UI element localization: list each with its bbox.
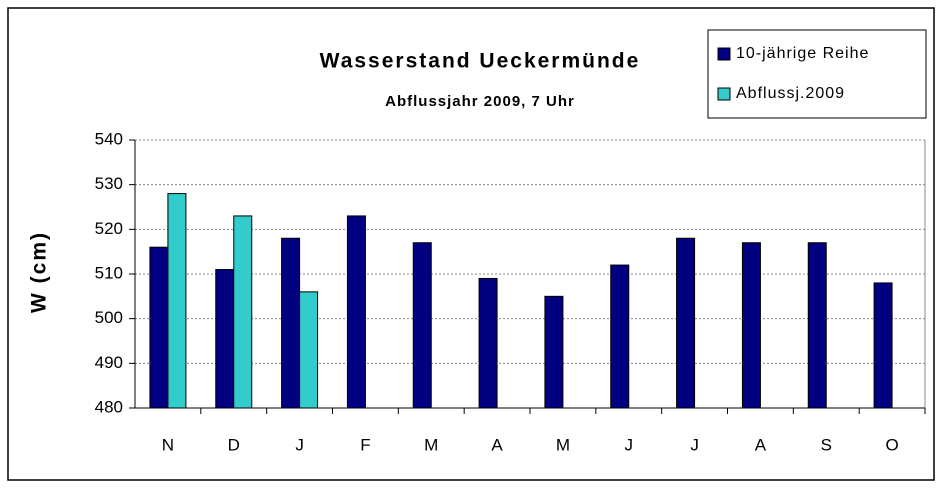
x-tick-label: S bbox=[821, 435, 832, 454]
y-tick-label: 510 bbox=[95, 263, 123, 282]
y-axis-label: W (cm) bbox=[28, 231, 51, 313]
bar bbox=[544, 295, 564, 409]
y-tick-label: 520 bbox=[95, 219, 123, 238]
bar bbox=[412, 242, 432, 409]
chart-subtitle: Abflussjahr 2009, 7 Uhr bbox=[385, 93, 575, 110]
x-tick-label: J bbox=[295, 435, 304, 454]
x-tick-label: J bbox=[690, 435, 699, 454]
bar bbox=[215, 269, 235, 409]
x-tick-label: O bbox=[885, 435, 898, 454]
legend-label: Abflussj.2009 bbox=[736, 85, 845, 102]
bar bbox=[741, 242, 761, 409]
y-tick-label: 490 bbox=[95, 353, 123, 372]
y-tick-label: 530 bbox=[95, 174, 123, 193]
legend-box bbox=[707, 29, 927, 119]
bar bbox=[281, 237, 301, 409]
bar bbox=[676, 237, 696, 409]
bar bbox=[167, 193, 187, 409]
bar bbox=[610, 264, 630, 409]
bar bbox=[346, 215, 366, 409]
x-tick-label: J bbox=[625, 435, 634, 454]
bar bbox=[299, 291, 319, 409]
y-tick-label: 480 bbox=[95, 397, 123, 416]
x-tick-label: F bbox=[360, 435, 370, 454]
x-tick-label: M bbox=[556, 435, 570, 454]
bar bbox=[478, 277, 498, 409]
chart-title: Wasserstand Ueckermünde bbox=[320, 50, 641, 73]
x-tick-label: M bbox=[424, 435, 438, 454]
legend-label: 10-jährige Reihe bbox=[736, 45, 869, 62]
y-tick-label: 500 bbox=[95, 308, 123, 327]
bar bbox=[807, 242, 827, 409]
bar bbox=[233, 215, 253, 409]
x-tick-label: A bbox=[491, 435, 503, 454]
bar bbox=[149, 246, 169, 409]
x-tick-label: A bbox=[755, 435, 767, 454]
legend-swatch bbox=[717, 87, 731, 101]
x-tick-label: N bbox=[162, 435, 174, 454]
bar bbox=[873, 282, 893, 409]
x-tick-label: D bbox=[228, 435, 240, 454]
y-tick-label: 540 bbox=[95, 129, 123, 148]
legend-swatch bbox=[717, 47, 731, 61]
